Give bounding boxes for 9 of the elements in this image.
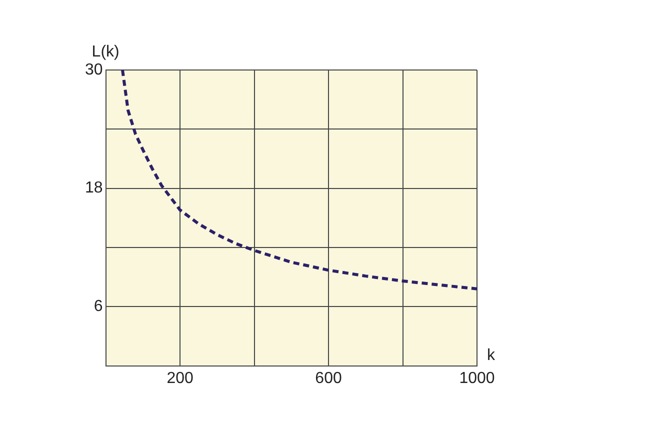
y-tick-label: 6 xyxy=(94,298,103,316)
y-tick-label: 30 xyxy=(85,61,103,78)
x-tick-label: 1000 xyxy=(459,370,495,387)
x-tick-label: 600 xyxy=(315,370,342,387)
line-series xyxy=(121,68,478,290)
y-tick-label: 18 xyxy=(85,180,103,197)
x-tick-label: 200 xyxy=(166,370,194,387)
y-axis-title: L(k) xyxy=(92,43,120,60)
x-axis-title: k xyxy=(487,347,496,364)
